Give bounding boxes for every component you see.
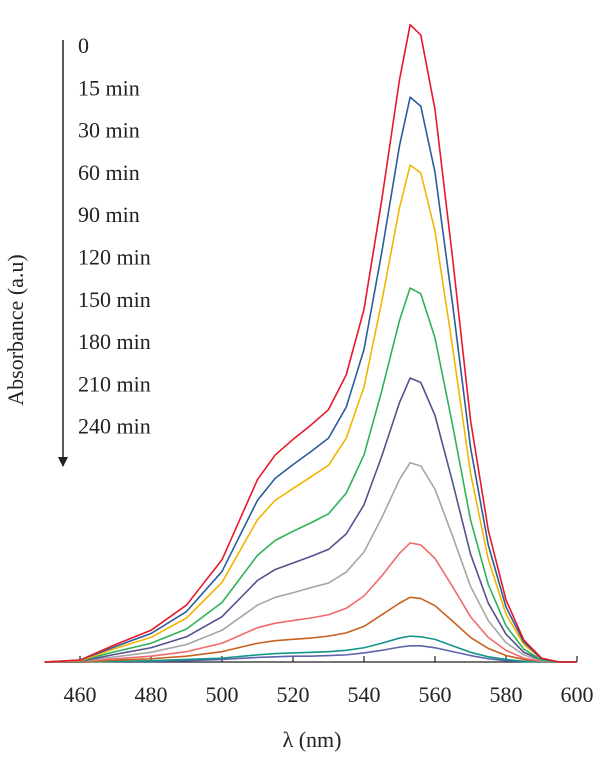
series-line [44,461,577,663]
x-tick-label: 500 [206,682,239,707]
legend-label: 0 [78,33,89,58]
series-line [44,164,577,663]
legend-label: 60 min [78,160,140,185]
legend-label: 30 min [78,118,140,143]
series-line [44,542,577,663]
legend-label: 210 min [78,371,151,396]
x-tick-label: 580 [490,682,523,707]
legend-label: 15 min [78,75,140,100]
x-tick-label: 560 [419,682,452,707]
x-tick-label: 540 [348,682,381,707]
series-line [44,23,577,663]
x-tick-label: 480 [135,682,168,707]
x-axis-label: λ (nm) [283,727,342,752]
series-line [44,596,577,663]
x-tick-label: 600 [561,682,594,707]
series-line [44,377,577,663]
legend-label: 180 min [78,329,151,354]
series-line [44,96,577,663]
series-line [44,645,577,663]
x-tick-label: 460 [64,682,97,707]
x-tick-label: 520 [277,682,310,707]
series-line [44,635,577,663]
series-line [44,287,577,663]
legend-label: 240 min [78,414,151,439]
legend-label: 150 min [78,287,151,312]
legend-label: 90 min [78,202,140,227]
legend-label: 120 min [78,245,151,270]
y-axis-label: Absorbance (a.u) [3,254,28,406]
